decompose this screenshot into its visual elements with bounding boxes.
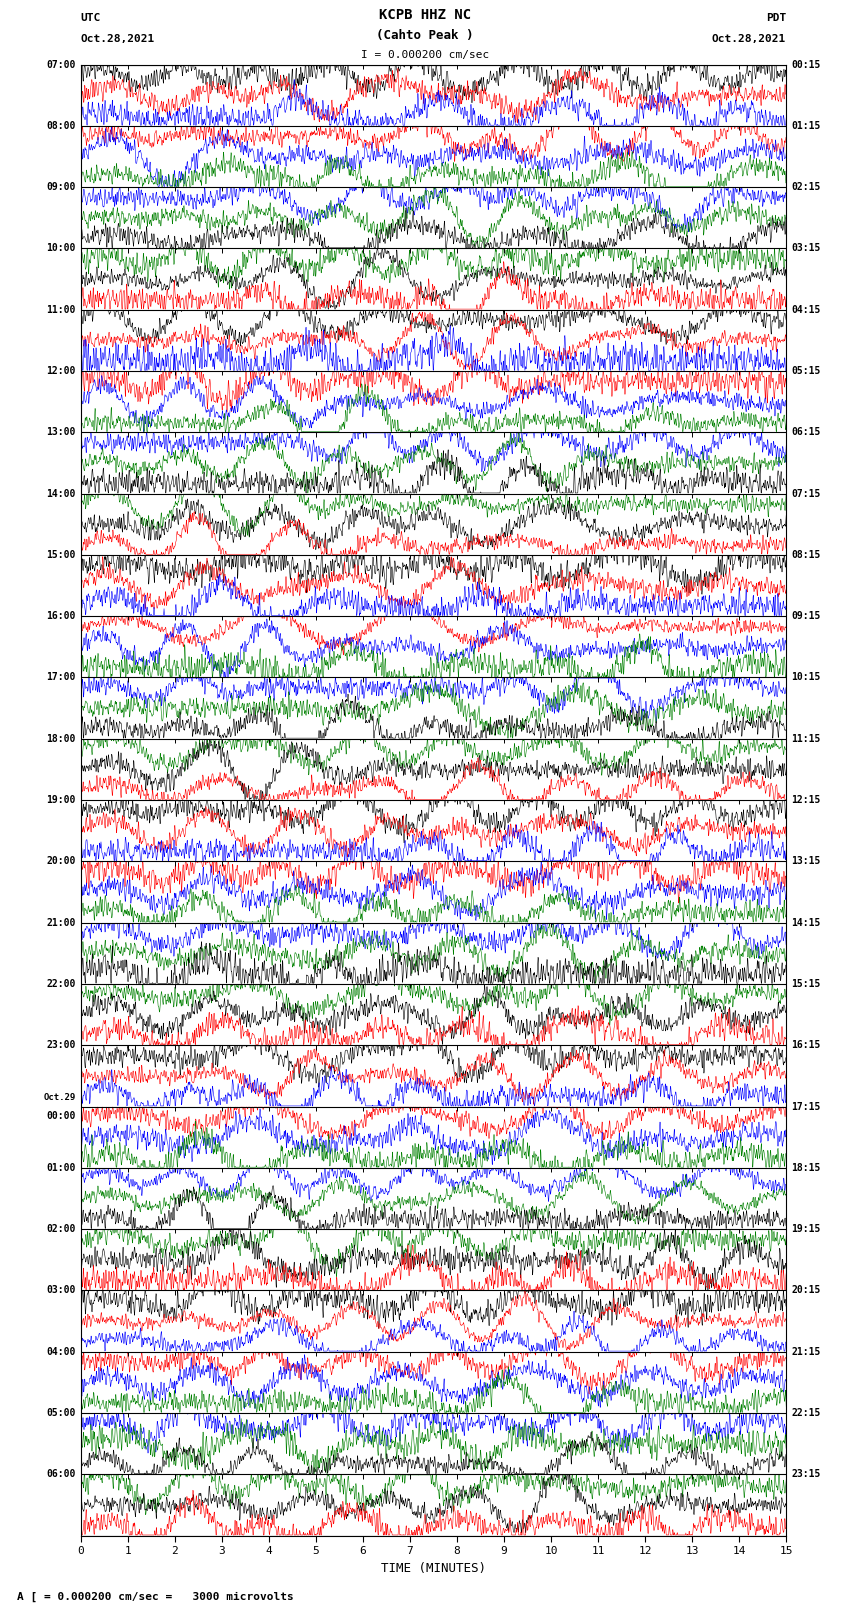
Text: 16:00: 16:00	[46, 611, 76, 621]
Text: 20:00: 20:00	[46, 857, 76, 866]
Text: 19:00: 19:00	[46, 795, 76, 805]
Text: 12:00: 12:00	[46, 366, 76, 376]
Text: 01:00: 01:00	[46, 1163, 76, 1173]
Text: UTC: UTC	[81, 13, 101, 23]
Text: 05:15: 05:15	[791, 366, 821, 376]
Text: 21:15: 21:15	[791, 1347, 821, 1357]
Text: 11:15: 11:15	[791, 734, 821, 744]
Text: 21:00: 21:00	[46, 918, 76, 927]
Text: 03:00: 03:00	[46, 1286, 76, 1295]
Text: 18:00: 18:00	[46, 734, 76, 744]
Text: 15:15: 15:15	[791, 979, 821, 989]
Text: 13:15: 13:15	[791, 857, 821, 866]
Text: 01:15: 01:15	[791, 121, 821, 131]
Text: 02:15: 02:15	[791, 182, 821, 192]
Text: Oct.29: Oct.29	[43, 1092, 76, 1102]
Text: 15:00: 15:00	[46, 550, 76, 560]
Text: 09:15: 09:15	[791, 611, 821, 621]
Text: 07:00: 07:00	[46, 60, 76, 69]
Text: 23:00: 23:00	[46, 1040, 76, 1050]
Text: 14:15: 14:15	[791, 918, 821, 927]
X-axis label: TIME (MINUTES): TIME (MINUTES)	[381, 1561, 486, 1574]
Text: PDT: PDT	[766, 13, 786, 23]
Text: 09:00: 09:00	[46, 182, 76, 192]
Text: 11:00: 11:00	[46, 305, 76, 315]
Text: 08:00: 08:00	[46, 121, 76, 131]
Text: 00:00: 00:00	[46, 1111, 76, 1121]
Text: 04:00: 04:00	[46, 1347, 76, 1357]
Text: A [ = 0.000200 cm/sec =   3000 microvolts: A [ = 0.000200 cm/sec = 3000 microvolts	[17, 1592, 294, 1602]
Text: 12:15: 12:15	[791, 795, 821, 805]
Text: Oct.28,2021: Oct.28,2021	[712, 34, 786, 44]
Text: 02:00: 02:00	[46, 1224, 76, 1234]
Text: 17:00: 17:00	[46, 673, 76, 682]
Text: Oct.28,2021: Oct.28,2021	[81, 34, 155, 44]
Text: (Cahto Peak ): (Cahto Peak )	[377, 29, 473, 42]
Text: 06:15: 06:15	[791, 427, 821, 437]
Text: 13:00: 13:00	[46, 427, 76, 437]
Text: I = 0.000200 cm/sec: I = 0.000200 cm/sec	[361, 50, 489, 60]
Text: 23:15: 23:15	[791, 1469, 821, 1479]
Text: 22:15: 22:15	[791, 1408, 821, 1418]
Text: 05:00: 05:00	[46, 1408, 76, 1418]
Text: 03:15: 03:15	[791, 244, 821, 253]
Text: KCPB HHZ NC: KCPB HHZ NC	[379, 8, 471, 23]
Text: 16:15: 16:15	[791, 1040, 821, 1050]
Text: 00:15: 00:15	[791, 60, 821, 69]
Text: 06:00: 06:00	[46, 1469, 76, 1479]
Text: 19:15: 19:15	[791, 1224, 821, 1234]
Text: 10:15: 10:15	[791, 673, 821, 682]
Text: 04:15: 04:15	[791, 305, 821, 315]
Text: 14:00: 14:00	[46, 489, 76, 498]
Text: 22:00: 22:00	[46, 979, 76, 989]
Text: 18:15: 18:15	[791, 1163, 821, 1173]
Text: 10:00: 10:00	[46, 244, 76, 253]
Text: 20:15: 20:15	[791, 1286, 821, 1295]
Text: 17:15: 17:15	[791, 1102, 821, 1111]
Text: 07:15: 07:15	[791, 489, 821, 498]
Text: 08:15: 08:15	[791, 550, 821, 560]
